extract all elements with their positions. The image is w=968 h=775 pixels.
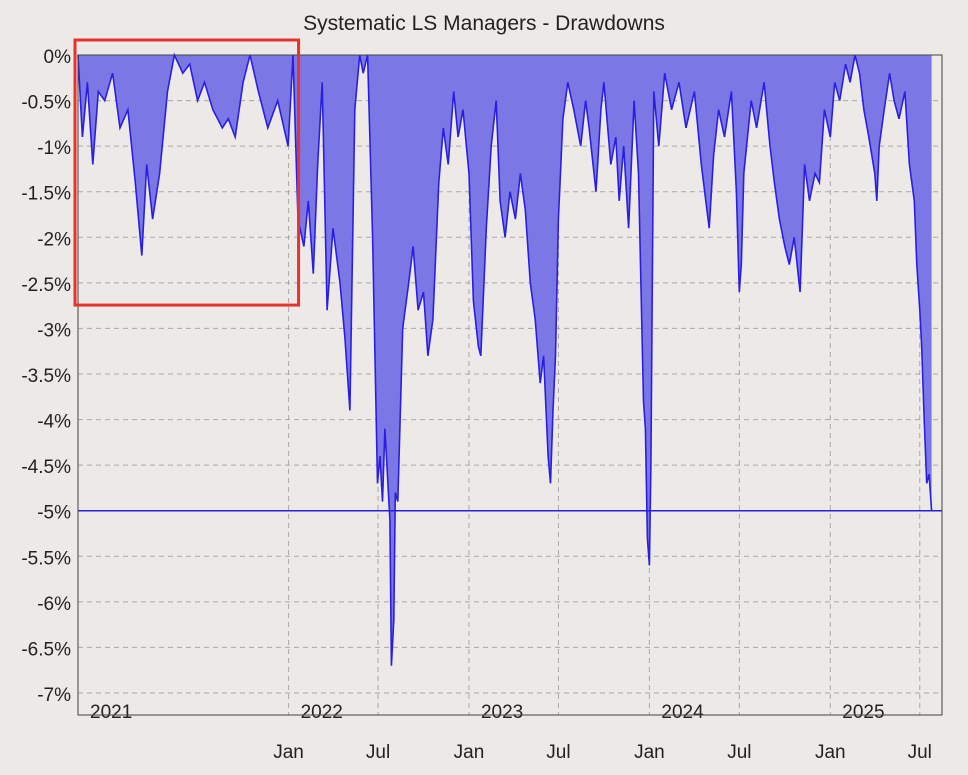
x-tick-label: Jul [366,742,390,763]
y-tick-label: -3% [37,320,71,341]
y-tick-label: -7% [37,685,71,706]
y-tick-label: -5% [37,503,71,524]
drawdown-area [78,55,932,666]
y-axis-ticks: 0% -0.5% -1% -1.5% -2% -2.5% -3% -3.5% -4% -4.5% -… [21,47,71,706]
year-label: 2022 [301,702,343,723]
x-tick-label: Jul [546,742,570,763]
x-axis-ticks: Jan Jul Jan Jul Jan Jul Jan Jul [273,742,932,763]
y-tick-label: -4.5% [21,457,71,478]
drawdown-line [77,52,933,666]
x-tick-label: Jul [908,742,932,763]
y-tick-label: -0.5% [21,93,71,114]
series-layer [77,52,933,666]
year-labels: 2021 2022 2023 2024 2025 [90,702,885,723]
x-tick-label: Jan [634,742,665,763]
year-label: 2025 [842,702,884,723]
chart-title: Systematic LS Managers - Drawdowns [303,12,665,35]
y-tick-label: -6% [37,594,71,615]
x-tick-label: Jan [454,742,485,763]
year-label: 2021 [90,702,132,723]
y-tick-label: -4% [37,412,71,433]
x-tick-label: Jan [273,742,304,763]
y-tick-label: -2.5% [21,275,71,296]
x-tick-label: Jan [815,742,846,763]
y-tick-label: 0% [44,47,72,68]
y-tick-label: -3.5% [21,366,71,387]
y-tick-label: -1% [37,138,71,159]
highlight-box [73,38,301,307]
y-tick-label: -5.5% [21,548,71,569]
year-label: 2024 [661,702,704,723]
y-tick-label: -6.5% [21,639,71,660]
plot-frame [77,54,943,716]
year-label: 2023 [481,702,523,723]
x-tick-label: Jul [727,742,751,763]
y-tick-label: -1.5% [21,184,71,205]
y-tick-label: -2% [37,229,71,250]
